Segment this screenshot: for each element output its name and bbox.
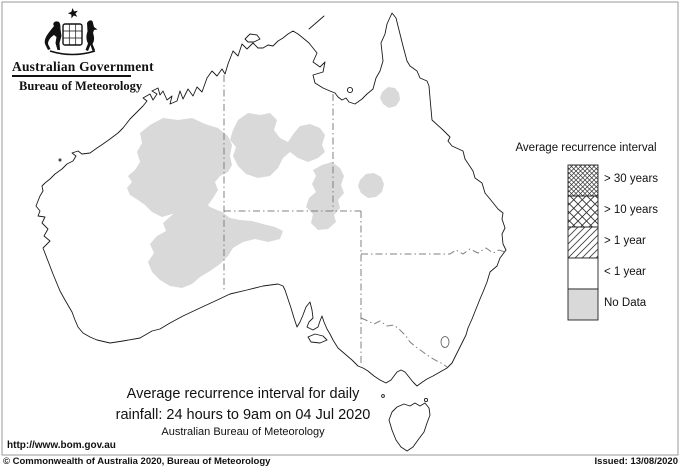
map-caption-line2: rainfall: 24 hours to 9am on 04 Jul 2020	[115, 407, 371, 423]
groote-eylandt	[346, 86, 354, 94]
legend-swatch-no-data	[567, 288, 599, 321]
emu-silhouette	[85, 20, 98, 51]
star-icon	[67, 8, 78, 19]
logo-divider	[12, 75, 131, 77]
legend-swatches	[567, 164, 599, 321]
legend-title: Average recurrence interval	[515, 142, 657, 154]
scroll-base	[49, 50, 96, 56]
kangaroo-silhouette	[44, 21, 62, 50]
legend-label-no-data: No Data	[604, 297, 647, 309]
logo-government-text: Australian Government	[12, 59, 154, 74]
legend-label-gt1-year: > 1 year	[604, 235, 646, 247]
barrow-island	[58, 158, 62, 162]
border-nsw-vic-murray	[360, 317, 448, 368]
legend-swatch-gt10-years	[567, 195, 599, 228]
no-data-region-nt	[230, 113, 325, 178]
no-data-region-central-wa	[127, 118, 232, 217]
copyright-text: © Commonwealth of Australia 2020, Bureau…	[3, 456, 271, 467]
no-data-regions	[127, 87, 400, 288]
flinders-island	[423, 397, 429, 403]
tasmania-coastline	[388, 402, 431, 452]
coat-of-arms	[44, 8, 98, 56]
no-data-region-qld-inland	[358, 173, 384, 198]
map-frame	[1, 1, 679, 456]
coastlines	[35, 12, 507, 452]
map-caption-line1: Average recurrence interval for daily	[126, 386, 360, 402]
legend-swatch-gt1-year	[567, 226, 599, 259]
legend-label-gt10-years: > 10 years	[604, 204, 659, 216]
map-caption-line3: Australian Bureau of Meteorology	[161, 426, 325, 438]
legend-label-gt30-years: > 30 years	[604, 173, 659, 185]
bom-url[interactable]: http://www.bom.gov.au	[7, 440, 116, 451]
legend-swatch-lt1-year	[567, 257, 599, 290]
border-qld-nsw	[361, 247, 506, 255]
logo-bureau-text: Bureau of Meteorology	[19, 79, 143, 93]
wessel-islands	[308, 15, 325, 30]
australia-coastline	[35, 12, 507, 387]
king-island	[381, 394, 385, 398]
no-data-region-cape-york	[380, 87, 400, 108]
legend-label-lt1-year: < 1 year	[604, 266, 646, 278]
no-data-region-nt-qld-corner	[306, 162, 344, 230]
melville-island	[244, 33, 261, 43]
no-data-region-sa-wa	[148, 205, 283, 288]
border-act	[440, 336, 450, 348]
kangaroo-island	[307, 333, 328, 344]
state-borders	[223, 75, 506, 368]
legend-swatch-gt30-years	[567, 164, 599, 197]
issued-date: Issued: 13/08/2020	[594, 456, 678, 467]
